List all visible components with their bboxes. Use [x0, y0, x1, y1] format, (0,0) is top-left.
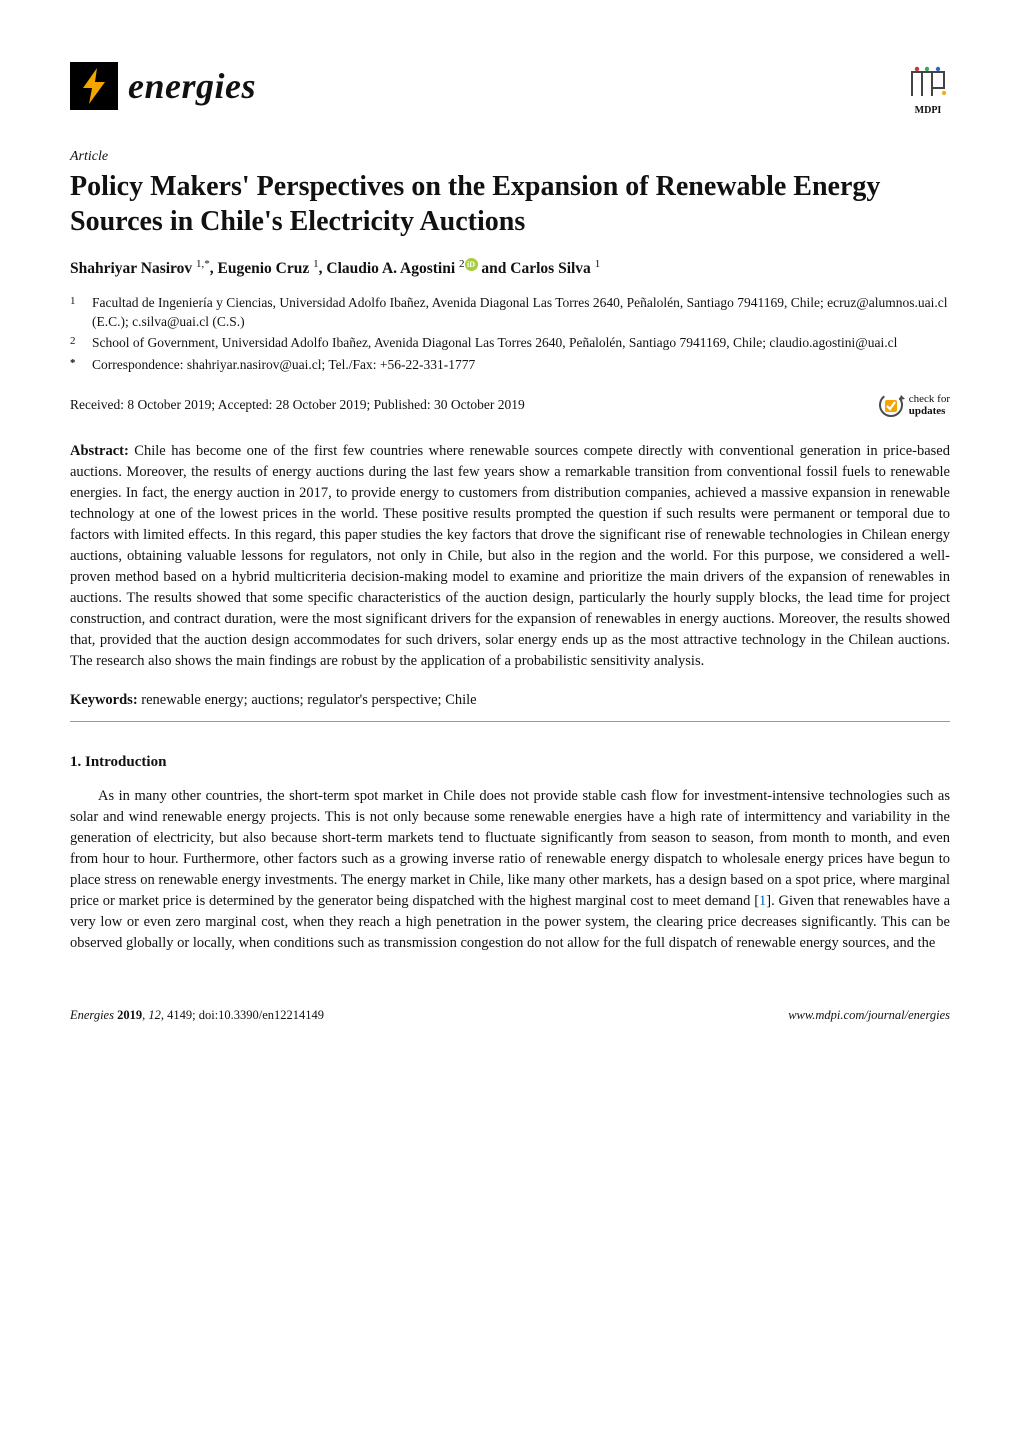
article-type: Article [70, 147, 950, 167]
keywords: Keywords: renewable energy; auctions; re… [70, 690, 950, 711]
journal-name: energies [128, 60, 256, 112]
publisher-logo: MDPI [906, 60, 950, 119]
abstract-text: Chile has become one of the first few co… [70, 443, 950, 669]
author-4-affil: 1 [595, 258, 601, 270]
author-3-affil: 2 [459, 258, 465, 270]
affil-marker: 2 [70, 334, 92, 354]
affiliation-row: 2 School of Government, Universidad Adol… [92, 334, 950, 354]
publisher-label: MDPI [915, 104, 942, 119]
affil-text: School of Government, Universidad Adolfo… [92, 334, 897, 354]
affil-marker: 1 [70, 294, 92, 332]
affiliation-row: * Correspondence: shahriyar.nasirov@uai.… [92, 356, 950, 375]
affiliations: 1 Facultad de Ingeniería y Ciencias, Uni… [70, 294, 950, 375]
keywords-text: renewable energy; auctions; regulator's … [138, 692, 477, 708]
article-title: Policy Makers' Perspectives on the Expan… [70, 169, 950, 239]
affil-text: Facultad de Ingeniería y Ciencias, Unive… [92, 294, 950, 332]
footer-right[interactable]: www.mdpi.com/journal/energies [788, 1006, 950, 1024]
sep: , [210, 260, 218, 277]
page-footer: Energies 2019, 12, 4149; doi:10.3390/en1… [70, 1006, 950, 1024]
dates-row: Received: 8 October 2019; Accepted: 28 O… [70, 391, 950, 419]
journal-bolt-icon [70, 62, 118, 110]
abstract-label: Abstract: [70, 443, 129, 459]
orcid-icon[interactable]: iD [465, 258, 478, 271]
author-4: Carlos Silva [510, 260, 591, 277]
footer-left: Energies 2019, 12, 4149; doi:10.3390/en1… [70, 1006, 324, 1024]
journal-logo: energies [70, 60, 256, 112]
affil-text: Correspondence: shahriyar.nasirov@uai.cl… [92, 356, 475, 375]
keywords-label: Keywords: [70, 692, 138, 708]
sep: and [478, 260, 511, 277]
mdpi-icon [906, 60, 950, 104]
para-text: As in many other countries, the short-te… [70, 788, 950, 909]
divider [70, 721, 950, 722]
article-dates: Received: 8 October 2019; Accepted: 28 O… [70, 395, 525, 415]
header-row: energies MDPI [70, 60, 950, 119]
section-heading: 1. Introduction [70, 752, 950, 774]
affiliation-row: 1 Facultad de Ingeniería y Ciencias, Uni… [92, 294, 950, 332]
author-2: Eugenio Cruz [218, 260, 310, 277]
body-paragraph: As in many other countries, the short-te… [70, 786, 950, 954]
abstract: Abstract: Chile has become one of the fi… [70, 441, 950, 672]
authors-line: Shahriyar Nasirov 1,*, Eugenio Cruz 1, C… [70, 257, 950, 281]
author-1: Shahriyar Nasirov [70, 260, 192, 277]
affil-marker: * [70, 356, 92, 375]
check-updates-text: check for updates [909, 393, 950, 417]
check-updates-icon [877, 391, 905, 419]
check-updates-badge[interactable]: check for updates [877, 391, 950, 419]
author-3: Claudio A. Agostini [326, 260, 455, 277]
